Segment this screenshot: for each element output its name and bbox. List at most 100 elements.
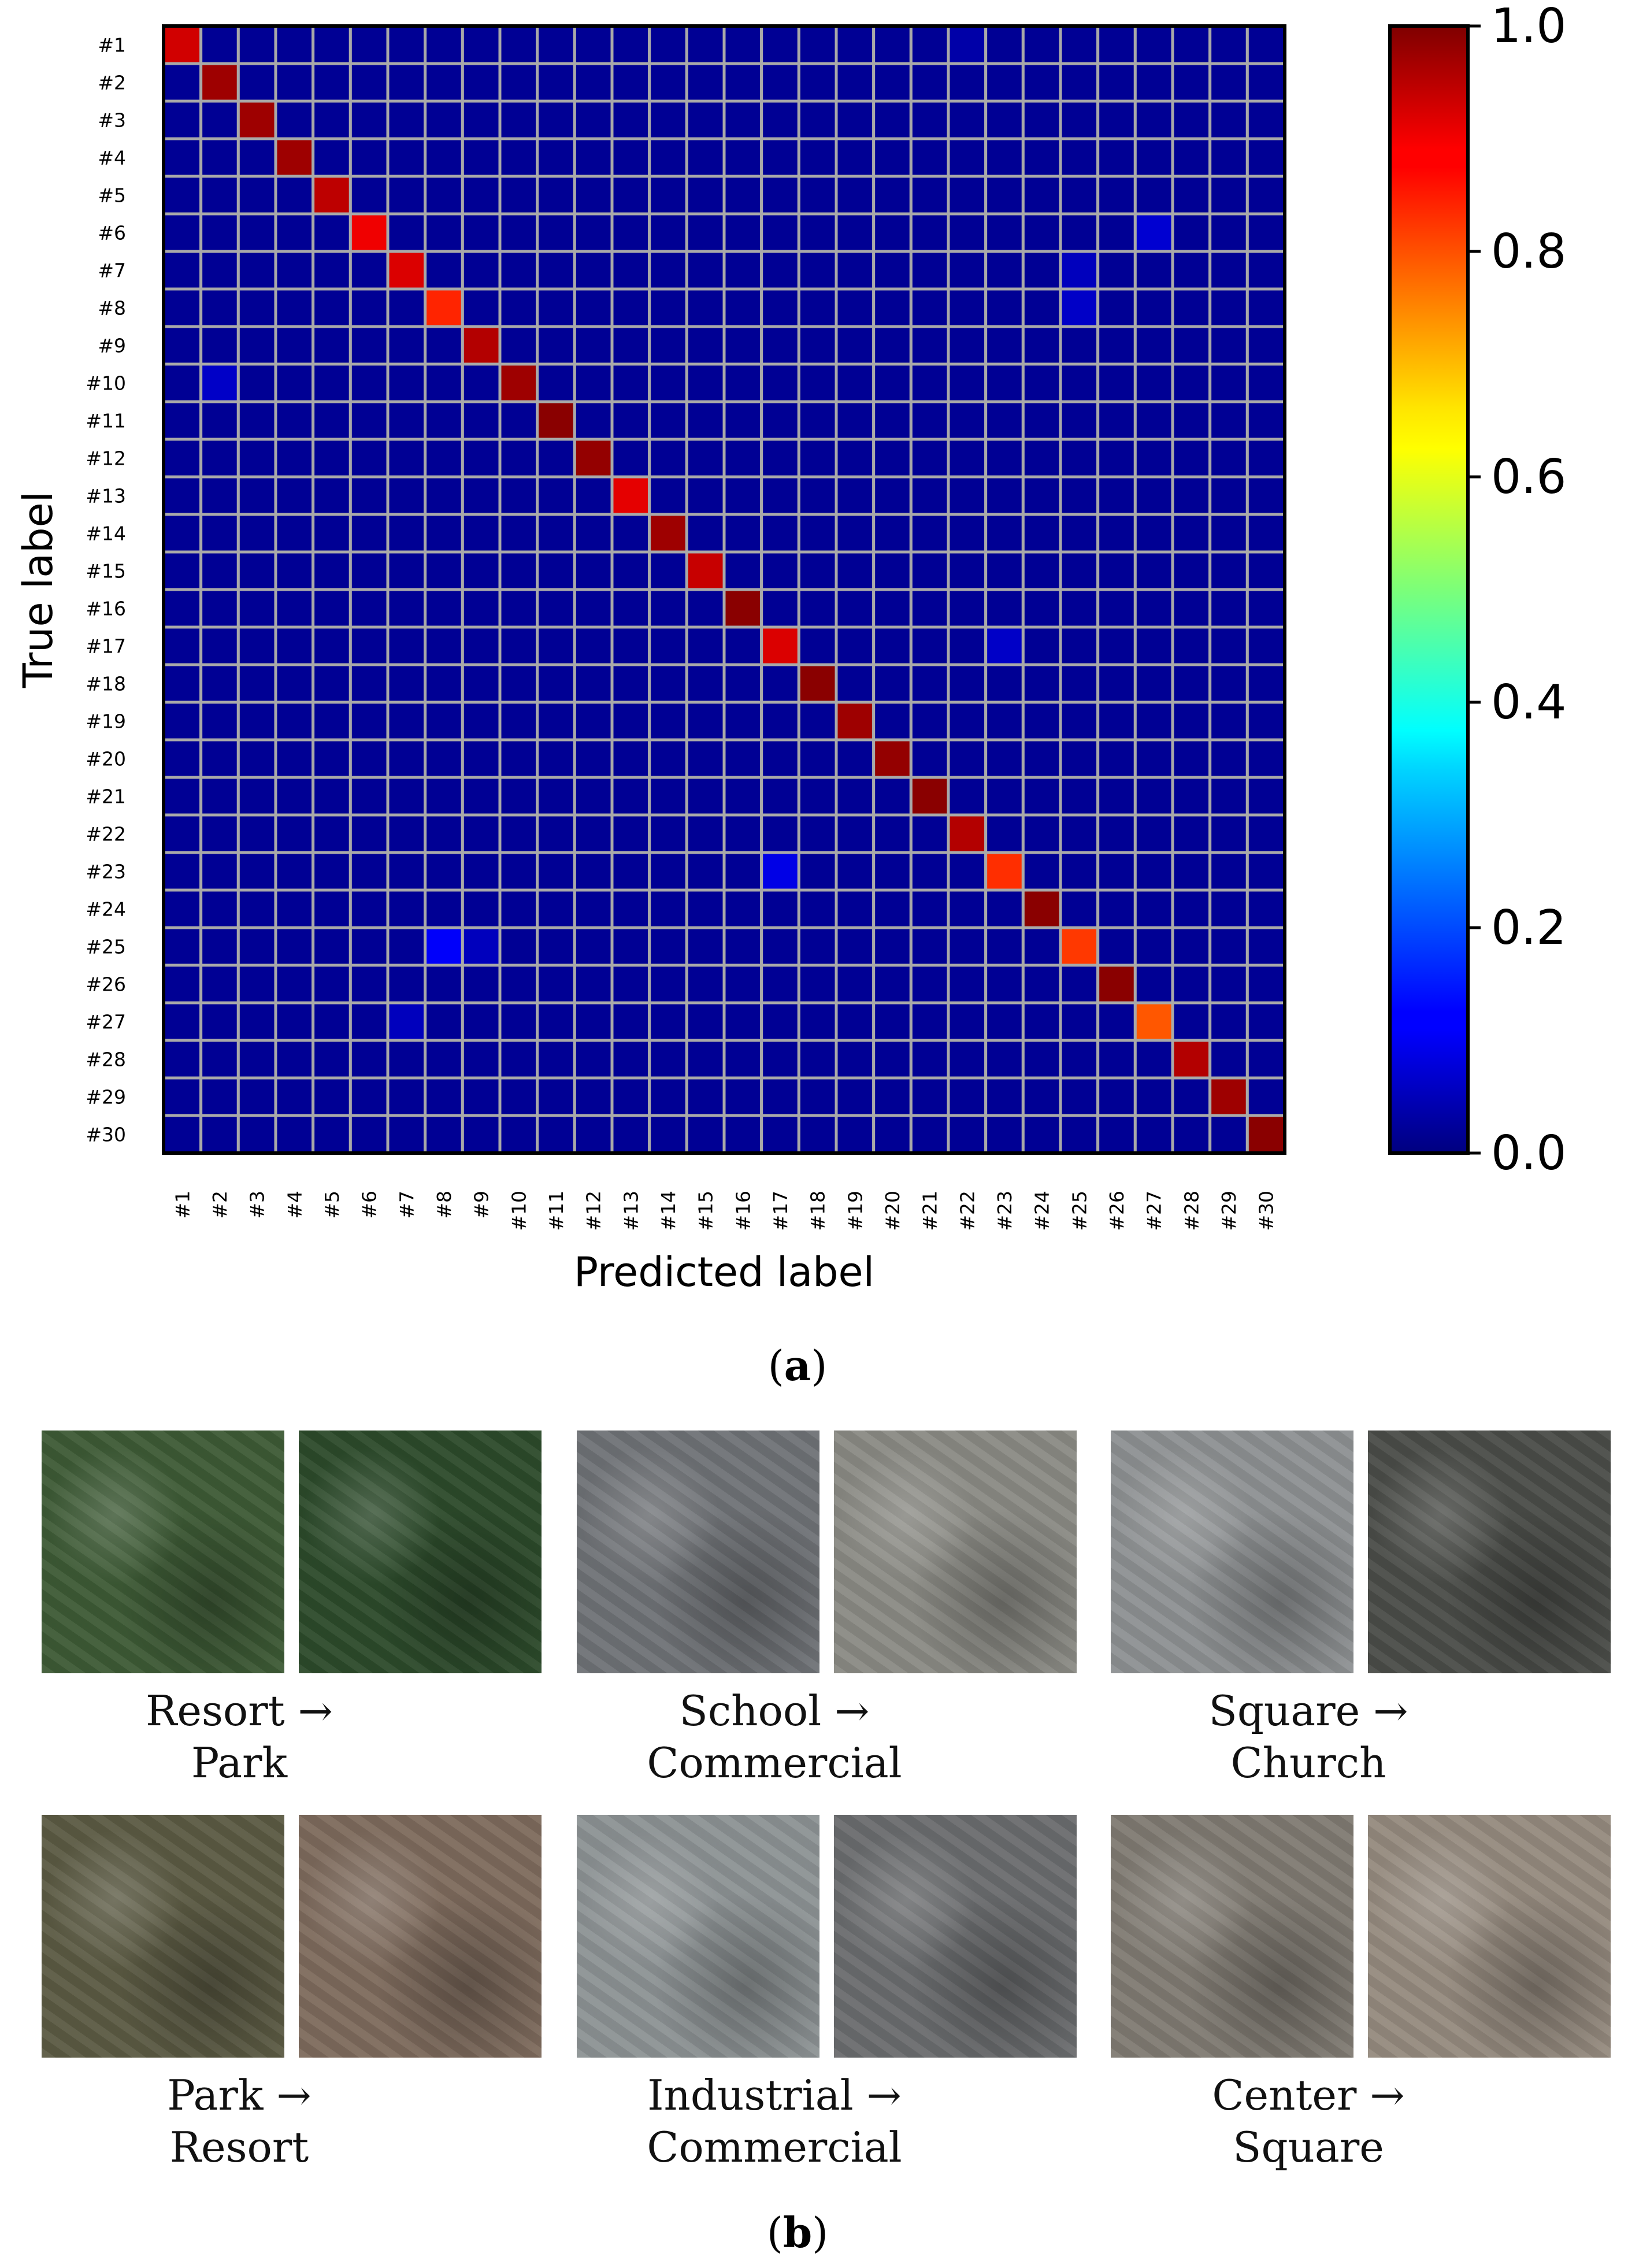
matrix-cell-2-1 — [162, 62, 203, 103]
matrix-cell-5-18 — [797, 175, 838, 216]
matrix-cell-9-28 — [1171, 325, 1212, 366]
matrix-cell-20-22 — [947, 738, 988, 779]
matrix-cell-28-6 — [348, 1039, 390, 1080]
matrix-cell-7-13 — [610, 250, 651, 291]
matrix-cell-13-25 — [1059, 475, 1100, 516]
matrix-cell-7-5 — [311, 250, 352, 291]
matrix-cell-12-28 — [1171, 438, 1212, 479]
matrix-cell-13-18 — [797, 475, 838, 516]
matrix-cell-9-2 — [199, 325, 240, 366]
matrix-cell-22-6 — [348, 813, 390, 854]
matrix-cell-2-12 — [573, 62, 614, 103]
matrix-cell-9-7 — [386, 325, 427, 366]
aerial-thumbnail — [834, 1815, 1077, 2058]
matrix-cell-26-20 — [872, 963, 913, 1005]
matrix-cell-29-21 — [909, 1076, 950, 1117]
matrix-cell-13-8 — [424, 475, 464, 516]
matrix-cell-16-26 — [1096, 588, 1137, 629]
matrix-cell-4-28 — [1171, 137, 1212, 178]
matrix-cell-4-5 — [311, 137, 352, 178]
y-tick-label: #17 — [86, 635, 126, 658]
matrix-cell-26-3 — [236, 963, 277, 1005]
matrix-cell-27-7 — [386, 1001, 427, 1042]
matrix-cell-17-1 — [162, 625, 203, 666]
matrix-cell-17-27 — [1133, 625, 1174, 666]
matrix-cell-28-26 — [1096, 1039, 1137, 1080]
matrix-cell-18-22 — [947, 663, 988, 704]
matrix-cell-27-24 — [1021, 1001, 1062, 1042]
matrix-cell-28-12 — [573, 1039, 614, 1080]
matrix-cell-17-14 — [648, 625, 688, 666]
matrix-cell-22-16 — [722, 813, 763, 854]
x-tick-label: #18 — [807, 1191, 829, 1231]
aerial-thumbnail — [299, 1431, 542, 1673]
matrix-cell-14-8 — [424, 513, 464, 554]
matrix-cell-26-8 — [424, 963, 464, 1005]
matrix-cell-27-3 — [236, 1001, 277, 1042]
matrix-cell-25-8 — [424, 926, 464, 967]
matrix-cell-8-11 — [536, 287, 576, 328]
matrix-cell-4-15 — [685, 137, 726, 178]
matrix-cell-2-25 — [1059, 62, 1100, 103]
matrix-cell-23-11 — [536, 851, 576, 892]
matrix-cell-5-5 — [311, 175, 352, 216]
matrix-cell-3-18 — [797, 99, 838, 140]
matrix-cell-7-29 — [1208, 250, 1249, 291]
matrix-cell-25-12 — [573, 926, 614, 967]
matrix-cell-25-1 — [162, 926, 203, 967]
matrix-cell-8-20 — [872, 287, 913, 328]
x-tick-label: #22 — [956, 1191, 978, 1231]
matrix-cell-16-28 — [1171, 588, 1212, 629]
matrix-cell-16-10 — [498, 588, 539, 629]
matrix-cell-7-20 — [872, 250, 913, 291]
aerial-thumbnail — [1368, 1815, 1611, 2058]
matrix-cell-12-2 — [199, 438, 240, 479]
matrix-cell-13-27 — [1133, 475, 1174, 516]
matrix-cell-11-11 — [536, 400, 576, 441]
matrix-cell-21-28 — [1171, 776, 1212, 817]
x-tick-label: #4 — [283, 1191, 306, 1219]
matrix-cell-24-2 — [199, 888, 240, 929]
matrix-cell-7-26 — [1096, 250, 1137, 291]
colorbar-ticks: 0.0 0.2 0.4 0.6 0.8 1.0 — [1468, 0, 1566, 1181]
matrix-cell-5-13 — [610, 175, 651, 216]
matrix-cell-9-5 — [311, 325, 352, 366]
matrix-cell-24-25 — [1059, 888, 1100, 929]
matrix-cell-20-24 — [1021, 738, 1062, 779]
matrix-cell-9-15 — [685, 325, 726, 366]
matrix-cell-29-16 — [722, 1076, 763, 1117]
matrix-cell-8-23 — [984, 287, 1025, 328]
matrix-cell-12-22 — [947, 438, 988, 479]
matrix-cell-3-14 — [648, 99, 688, 140]
matrix-cell-10-16 — [722, 362, 763, 403]
matrix-cell-9-26 — [1096, 325, 1137, 366]
matrix-cell-30-17 — [760, 1114, 800, 1155]
matrix-cell-16-29 — [1208, 588, 1249, 629]
matrix-cell-26-5 — [311, 963, 352, 1005]
matrix-cell-5-23 — [984, 175, 1025, 216]
matrix-cell-24-29 — [1208, 888, 1249, 929]
matrix-cell-20-7 — [386, 738, 427, 779]
matrix-cell-6-29 — [1208, 212, 1249, 253]
x-tick-label: #15 — [695, 1191, 717, 1231]
y-tick-label: #4 — [98, 147, 126, 169]
matrix-cell-25-22 — [947, 926, 988, 967]
matrix-cell-9-17 — [760, 325, 800, 366]
matrix-cell-22-14 — [648, 813, 688, 854]
matrix-cell-23-10 — [498, 851, 539, 892]
aerial-thumbnail — [1111, 1431, 1353, 1673]
example-caption-line-2: Resort — [169, 2123, 309, 2171]
matrix-cell-12-10 — [498, 438, 539, 479]
matrix-cell-14-28 — [1171, 513, 1212, 554]
matrix-cell-14-20 — [872, 513, 913, 554]
matrix-cell-2-20 — [872, 62, 913, 103]
matrix-cell-18-3 — [236, 663, 277, 704]
matrix-cell-1-3 — [236, 24, 277, 65]
matrix-cell-14-23 — [984, 513, 1025, 554]
matrix-cell-6-3 — [236, 212, 277, 253]
matrix-cell-22-28 — [1171, 813, 1212, 854]
matrix-cell-25-14 — [648, 926, 688, 967]
matrix-cell-2-10 — [498, 62, 539, 103]
matrix-cell-19-4 — [274, 701, 315, 742]
matrix-cell-27-30 — [1245, 1001, 1286, 1042]
